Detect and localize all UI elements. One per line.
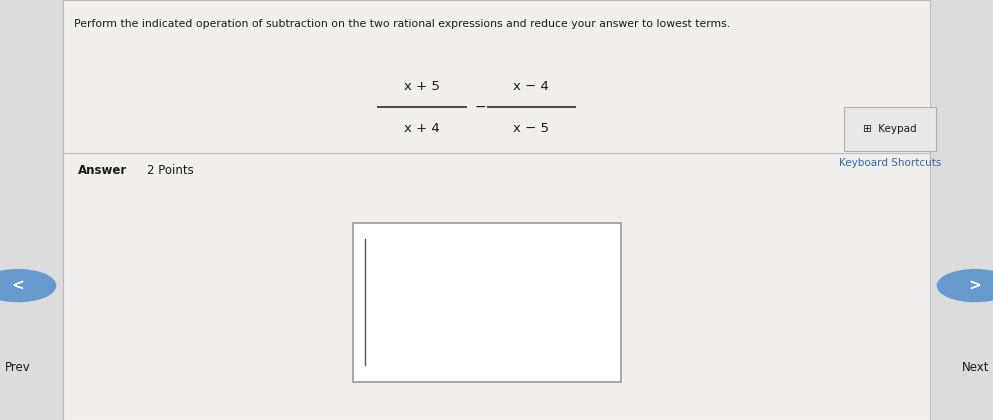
- Text: −: −: [475, 100, 487, 114]
- FancyBboxPatch shape: [844, 107, 936, 151]
- Text: Keyboard Shortcuts: Keyboard Shortcuts: [839, 158, 941, 168]
- Text: Answer: Answer: [77, 164, 127, 177]
- Text: Perform the indicated operation of subtraction on the two rational expressions a: Perform the indicated operation of subtr…: [74, 19, 731, 29]
- Circle shape: [0, 270, 56, 302]
- FancyBboxPatch shape: [63, 0, 930, 420]
- Circle shape: [937, 270, 993, 302]
- Bar: [353, 223, 621, 382]
- Text: ⊞  Keypad: ⊞ Keypad: [863, 124, 918, 134]
- Text: Prev: Prev: [5, 361, 31, 374]
- Text: x − 5: x − 5: [513, 122, 549, 134]
- Text: >: >: [969, 278, 981, 293]
- Text: 2 Points: 2 Points: [147, 164, 194, 177]
- Text: x + 5: x + 5: [404, 80, 440, 92]
- Text: x − 4: x − 4: [513, 80, 549, 92]
- Text: x + 4: x + 4: [404, 122, 440, 134]
- Text: <: <: [12, 278, 24, 293]
- Text: Next: Next: [961, 361, 989, 374]
